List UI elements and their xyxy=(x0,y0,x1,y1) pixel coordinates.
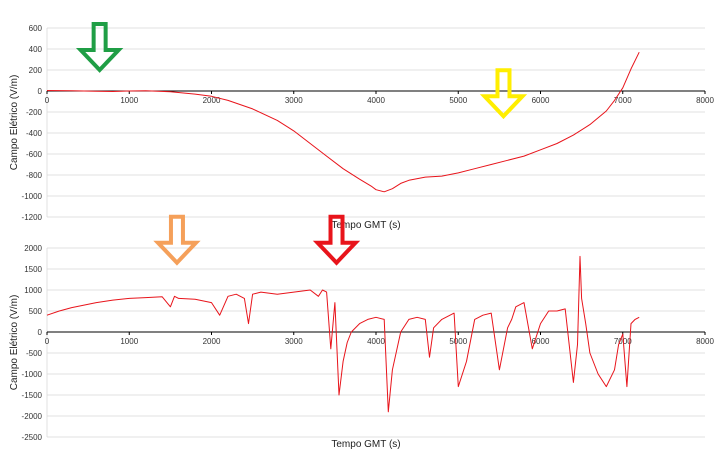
x-tick-label: 1000 xyxy=(120,337,138,346)
series-line xyxy=(46,255,640,413)
x-tick-label: 8000 xyxy=(696,337,714,346)
y-tick-label: -600 xyxy=(26,150,43,159)
green-arrow-icon xyxy=(75,22,124,73)
x-tick-label: 6000 xyxy=(532,337,550,346)
y-tick-label: -1000 xyxy=(22,192,43,201)
y-tick-label: 200 xyxy=(29,66,43,75)
x-axis-title: Tempo GMT (s) xyxy=(331,220,400,231)
x-tick-label: 7000 xyxy=(614,96,632,105)
y-tick-label: 1000 xyxy=(24,286,42,295)
y-tick-label: 2000 xyxy=(24,244,42,253)
x-tick-label: 0 xyxy=(45,337,50,346)
y-tick-label: 500 xyxy=(29,307,43,316)
y-tick-label: -1500 xyxy=(22,391,43,400)
x-tick-label: 6000 xyxy=(532,96,550,105)
x-tick-label: 2000 xyxy=(203,96,221,105)
y-tick-label: -1200 xyxy=(22,213,43,222)
y-axis-title: Campo Elétrico (V/m) xyxy=(9,75,20,171)
x-tick-label: 5000 xyxy=(449,337,467,346)
orange-arrow-icon xyxy=(153,214,201,266)
x-tick-label: 2000 xyxy=(203,337,221,346)
x-tick-label: 4000 xyxy=(367,337,385,346)
y-tick-label: -2500 xyxy=(22,433,43,442)
red-arrow-icon xyxy=(312,214,361,266)
y-tick-label: -2000 xyxy=(22,412,43,421)
x-tick-label: 0 xyxy=(45,96,50,105)
series-line xyxy=(46,51,640,193)
x-tick-label: 1000 xyxy=(120,96,138,105)
x-tick-label: 5000 xyxy=(449,96,467,105)
yellow-arrow-icon xyxy=(479,68,528,120)
y-tick-label: -1000 xyxy=(22,370,43,379)
y-tick-label: 400 xyxy=(29,45,43,54)
y-tick-label: 0 xyxy=(38,328,43,337)
y-tick-label: -200 xyxy=(26,108,43,117)
y-tick-label: -400 xyxy=(26,129,43,138)
x-tick-label: 3000 xyxy=(285,96,303,105)
y-axis-title: Campo Elétrico (V/m) xyxy=(9,295,20,391)
y-tick-label: -500 xyxy=(26,349,43,358)
y-tick-label: 1500 xyxy=(24,265,42,274)
x-tick-label: 8000 xyxy=(696,96,714,105)
y-tick-label: -800 xyxy=(26,171,43,180)
x-tick-label: 4000 xyxy=(367,96,385,105)
bottom-chart-panel: 2000150010005000-500-1000-1500-2000-2500… xyxy=(9,214,714,450)
y-tick-label: 600 xyxy=(29,24,43,33)
x-axis-title: Tempo GMT (s) xyxy=(331,439,400,450)
y-tick-label: 0 xyxy=(38,87,43,96)
x-tick-label: 3000 xyxy=(285,337,303,346)
